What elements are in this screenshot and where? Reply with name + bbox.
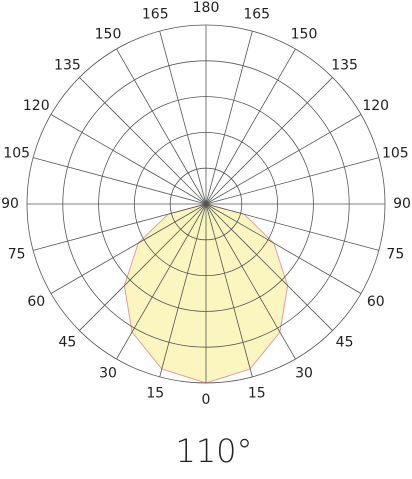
grid-spoke <box>205 203 380 251</box>
angle-label: 60 <box>367 294 385 310</box>
angle-label: 15 <box>146 385 164 401</box>
angle-label: 45 <box>58 335 76 351</box>
grid-spoke <box>79 77 207 205</box>
grid-spoke <box>32 203 207 251</box>
angle-label: 150 <box>291 26 318 42</box>
grid-spoke <box>50 114 207 205</box>
angle-label: 120 <box>23 98 50 114</box>
angle-label: 165 <box>243 7 270 23</box>
angle-label: 30 <box>295 366 313 382</box>
grid-spoke <box>205 30 253 205</box>
grid-spoke <box>205 203 362 294</box>
grid-spoke <box>79 203 207 331</box>
angle-label: 75 <box>386 247 404 263</box>
angle-label: 135 <box>54 57 81 73</box>
grid-spoke <box>116 48 207 205</box>
grid-spoke <box>205 203 333 331</box>
angle-label: 90 <box>1 196 19 212</box>
grid-spoke <box>205 203 253 378</box>
grid-spoke <box>32 157 207 205</box>
angle-label: 105 <box>382 145 409 161</box>
grid-spoke <box>205 48 296 205</box>
grid-spoke <box>159 203 207 378</box>
plot: 0 15 30 45 60 75 90 105 120 135 150 165 180 165 150 135… <box>1 0 411 408</box>
angle-label: 75 <box>8 247 26 263</box>
angle-label: 30 <box>99 366 117 382</box>
grid-spoke <box>50 203 207 294</box>
angle-label: 165 <box>142 7 169 23</box>
angle-label: 90 <box>393 196 411 212</box>
angle-label: 0 <box>202 392 211 408</box>
angle-label: 60 <box>27 294 45 310</box>
angle-label: 180 <box>193 0 220 16</box>
angle-label: 15 <box>248 385 266 401</box>
grid-spoke <box>205 77 333 205</box>
grid-spoke <box>205 114 362 205</box>
angle-label: 45 <box>336 335 354 351</box>
angle-label: 135 <box>331 57 358 73</box>
chart-title: 110° <box>175 432 252 470</box>
grid-spoke <box>205 157 380 205</box>
grid-spoke <box>116 203 207 360</box>
angle-label: 105 <box>3 145 30 161</box>
angle-label: 150 <box>95 26 122 42</box>
grid-spoke <box>159 30 207 205</box>
grid-spoke <box>205 203 296 360</box>
angle-label: 120 <box>362 98 389 114</box>
